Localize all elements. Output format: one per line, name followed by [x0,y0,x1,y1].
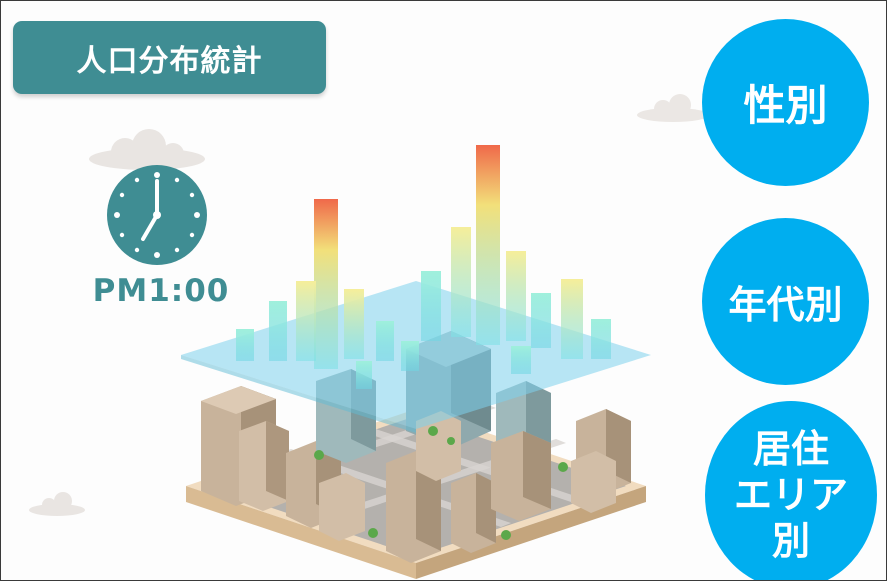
city-illustration [181,145,651,579]
area-button-label-line: 別 [771,519,810,563]
cloud-icon [89,129,205,170]
gender-button-label: 性別 [743,81,828,130]
time-label: PM1:00 [92,273,230,309]
cloud-icon [637,94,709,122]
age-button-label: 年代別 [728,283,843,327]
area-button-label-line: エリア [733,473,848,517]
page-title: 人口分布統計 [13,21,326,94]
gender-button[interactable]: 性別 [702,19,869,186]
clock-icon [107,165,207,265]
cloud-icon [29,492,85,516]
residence-area-button[interactable]: 居住 エリア 別 [705,401,877,580]
age-button[interactable]: 年代別 [702,218,869,385]
area-button-label-line: 居住 [752,427,829,471]
